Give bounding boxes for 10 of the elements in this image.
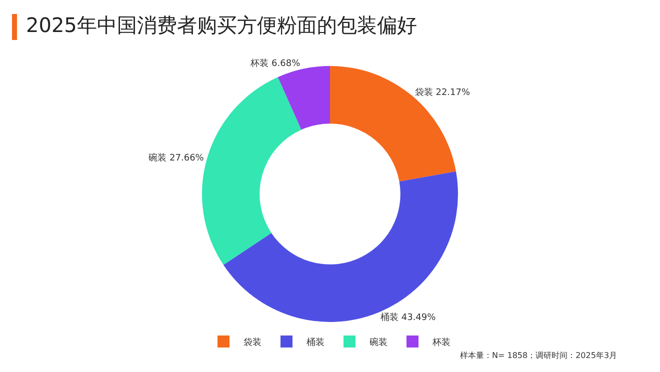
legend-label: 碗装: [370, 337, 388, 348]
legend-label: 桶装: [306, 337, 324, 348]
category-label: 桶装 43.49%: [380, 312, 436, 323]
category-label: 碗装 27.66%: [148, 153, 204, 164]
legend-label: 袋装: [244, 337, 262, 348]
legend-label: 杯装: [432, 337, 450, 348]
text: 样本量：N= 1858；调研时间：2025年3月: [460, 351, 618, 360]
category-label: 袋装 22.17%: [414, 88, 470, 98]
category-label: 杯装 6.68%: [250, 59, 300, 70]
chart-title: 2025年中国消费者购买方便粉面的包装偏好: [26, 12, 417, 39]
